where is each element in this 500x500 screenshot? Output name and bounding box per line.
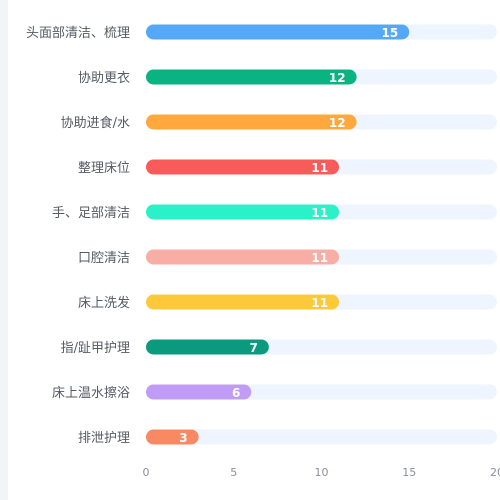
bar — [146, 204, 340, 220]
category-label: 手、足部清洁 — [52, 206, 130, 221]
category-label: 口腔清洁 — [78, 251, 130, 266]
x-tick-label: 10 — [315, 466, 329, 479]
category-label: 整理床位 — [78, 161, 130, 176]
data-label: 12 — [329, 116, 346, 130]
data-label: 6 — [232, 386, 240, 400]
bar — [146, 384, 252, 400]
data-label: 7 — [249, 341, 257, 355]
x-tick-label: 0 — [143, 466, 150, 479]
category-label: 床上洗发 — [78, 295, 130, 311]
category-label: 指/趾甲护理 — [61, 341, 130, 356]
x-tick-label: 20 — [490, 466, 500, 479]
bar-track — [146, 429, 497, 445]
bar — [146, 114, 357, 130]
category-label: 床上温水擦浴 — [52, 386, 130, 401]
data-label: 15 — [382, 26, 399, 40]
bar — [146, 339, 269, 355]
bar — [146, 24, 410, 40]
bar — [146, 69, 357, 85]
bar — [146, 429, 199, 445]
category-label: 排泄护理 — [78, 431, 130, 446]
left-panel-edge — [0, 0, 8, 500]
category-label: 头面部清洁、梳理 — [26, 26, 130, 41]
bar — [146, 294, 340, 310]
category-label: 协助更衣 — [78, 70, 130, 86]
category-label: 协助进食/水 — [61, 115, 130, 131]
data-label: 11 — [311, 206, 328, 220]
x-tick-label: 5 — [230, 466, 237, 479]
data-label: 12 — [329, 71, 346, 85]
bar — [146, 159, 340, 175]
data-label: 11 — [311, 296, 328, 310]
x-tick-label: 15 — [402, 466, 416, 479]
data-label: 3 — [179, 431, 187, 445]
data-label: 11 — [311, 251, 328, 265]
data-label: 11 — [311, 161, 328, 175]
bar — [146, 249, 340, 265]
